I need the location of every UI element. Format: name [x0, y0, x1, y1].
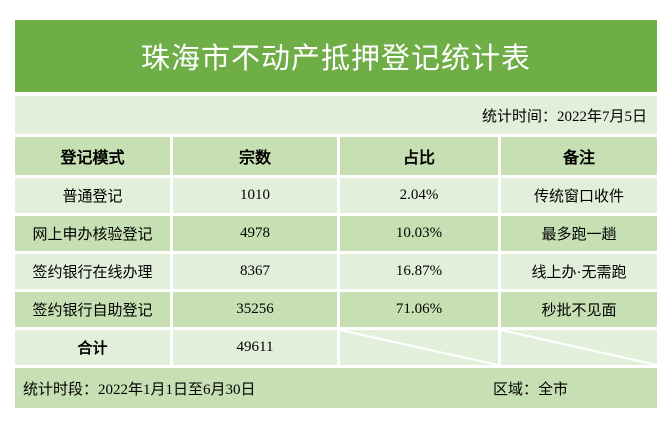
diagonal-slash-icon [340, 330, 498, 365]
stat-period-text: 统计时段：2022年1月1日至6月30日 [23, 381, 256, 398]
statistics-sheet: 珠海市不动产抵押登记统计表 统计时间：2022年7月5日 登记模式 宗数 占比 … [15, 20, 657, 408]
table-row-cell-count: 8367 [173, 254, 337, 289]
total-row-note-empty [501, 330, 657, 365]
table-row-cell-count: 1010 [173, 178, 337, 213]
stats-table: 登记模式 宗数 占比 备注 普通登记 1010 2.04% 传统窗口收件 网上申… [15, 137, 657, 365]
column-header-share: 占比 [340, 137, 498, 175]
table-row-cell-count: 35256 [173, 292, 337, 327]
table-row-cell-share: 2.04% [340, 178, 498, 213]
footer-bar: 统计时段：2022年1月1日至6月30日 区域：全市 [15, 368, 657, 408]
stat-time-text: 统计时间：2022年7月5日 [481, 108, 647, 125]
table-row-cell-share: 16.87% [340, 254, 498, 289]
stat-time-bar: 统计时间：2022年7月5日 [15, 96, 657, 134]
table-row-cell-note: 传统窗口收件 [501, 178, 657, 213]
column-header-note: 备注 [501, 137, 657, 175]
diagonal-slash-icon [501, 330, 657, 365]
title-banner: 珠海市不动产抵押登记统计表 [15, 20, 657, 92]
table-row-cell-note: 秒批不见面 [501, 292, 657, 327]
table-row-cell-note: 线上办·无需跑 [501, 254, 657, 289]
table-row-cell-mode: 网上申办核验登记 [15, 216, 170, 251]
table-row-cell-mode: 普通登记 [15, 178, 170, 213]
table-row-cell-note: 最多跑一趟 [501, 216, 657, 251]
column-header-mode: 登记模式 [15, 137, 170, 175]
table-row-cell-share: 71.06% [340, 292, 498, 327]
total-row-count: 49611 [173, 330, 337, 365]
page-title: 珠海市不动产抵押登记统计表 [140, 43, 531, 75]
region-text: 区域：全市 [493, 381, 569, 398]
total-row-share-empty [340, 330, 498, 365]
table-row-cell-count: 4978 [173, 216, 337, 251]
table-row-cell-mode: 签约银行在线办理 [15, 254, 170, 289]
column-header-count: 宗数 [173, 137, 337, 175]
table-row-cell-share: 10.03% [340, 216, 498, 251]
table-row-cell-mode: 签约银行自助登记 [15, 292, 170, 327]
total-row-label: 合计 [15, 330, 170, 365]
